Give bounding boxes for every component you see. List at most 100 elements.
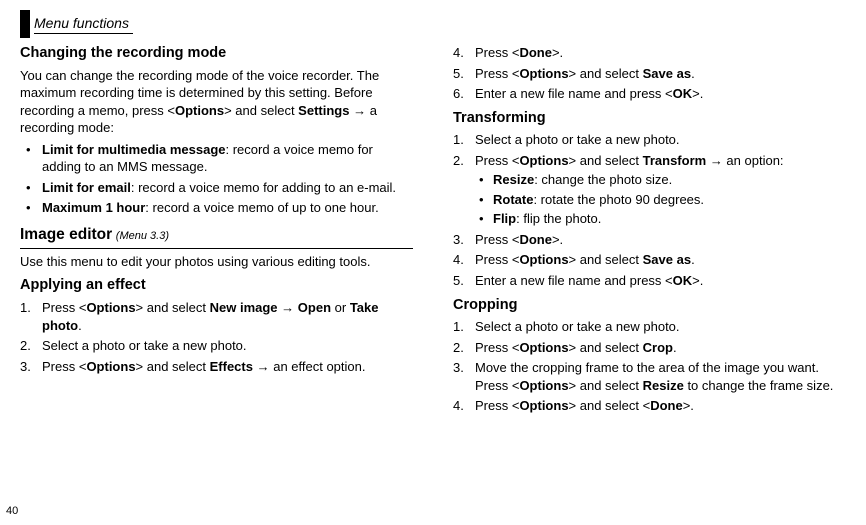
step-num: 3. [453,359,464,377]
list-item: Maximum 1 hour: record a voice memo of u… [20,199,413,217]
text: > and select [569,153,643,168]
text: → an option: [706,153,783,168]
list-item: 6. Enter a new file name and press <OK>. [453,85,846,103]
step-num: 2. [453,339,464,357]
list-item: 4. Press <Done>. [453,44,846,62]
text-ok: OK [673,86,693,101]
text: > and select [569,252,643,267]
heading-transforming: Transforming [453,109,846,129]
text: Select a photo or take a new photo. [475,319,680,334]
step-num: 4. [453,397,464,415]
text: >. [692,273,703,288]
list-item: 3. Move the cropping frame to the area o… [453,359,846,394]
list-item: 5. Enter a new file name and press <OK>. [453,272,846,290]
page-number: 40 [6,504,18,519]
heading-cropping: Cropping [453,296,846,316]
text: . [78,318,82,333]
text: > and select [569,378,643,393]
right-column: 4. Press <Done>. 5. Press <Options> and … [453,44,846,418]
text: > and select [224,103,298,118]
text-resize: Resize [643,378,684,393]
list-item: Rotate: rotate the photo 90 degrees. [475,191,846,209]
list-item: 4. Press <Options> and select <Done>. [453,397,846,415]
text-new-image: New image [210,300,278,315]
recording-mode-list: Limit for multimedia message : record a v… [20,141,413,217]
text-done: Done [519,232,552,247]
text: Press < [475,340,519,355]
applying-effect-steps: 1. Press <Options> and select New image … [20,299,413,375]
menu-ref: (Menu 3.3) [116,230,169,242]
text-options: Options [86,300,135,315]
header-title: Menu functions [34,14,133,34]
list-item: 2. Select a photo or take a new photo. [20,337,413,355]
step-num: 3. [20,358,31,376]
step-num: 2. [20,337,31,355]
step-num: 3. [453,231,464,249]
text: Press < [475,45,519,60]
text-limit-email: Limit for email [42,180,131,195]
text: >. [552,232,563,247]
text-save-as: Save as [643,252,691,267]
step-num: 2. [453,152,464,170]
text-resize: Resize [493,172,534,187]
text: Enter a new file name and press < [475,273,673,288]
text: > and select < [569,398,651,413]
text: Select a photo or take a new photo. [42,338,247,353]
text-done: Done [650,398,683,413]
text: to change the frame size. [684,378,834,393]
list-item: Flip: flip the photo. [475,210,846,228]
text: > and select [569,66,643,81]
list-item: 1. Press <Options> and select New image … [20,299,413,334]
text-transform: Transform [643,153,707,168]
text: . [691,252,695,267]
step-num: 6. [453,85,464,103]
list-item: 3. Press <Options> and select Effects → … [20,358,413,376]
text-options: Options [519,378,568,393]
list-item: 1. Select a photo or take a new photo. [453,318,846,336]
text-max-hour: Maximum 1 hour [42,200,145,215]
text: Press < [475,252,519,267]
content-columns: Changing the recording mode You can chan… [20,44,846,418]
text: . [691,66,695,81]
text-settings: Settings [298,103,349,118]
section-image-editor: Image editor (Menu 3.3) [20,225,413,246]
text: → an effect option. [253,359,366,374]
text-ok: OK [673,273,693,288]
transform-options: Resize: change the photo size. Rotate: r… [475,171,846,228]
section-intro: Use this menu to edit your photos using … [20,253,413,271]
left-column: Changing the recording mode You can chan… [20,44,413,418]
text: : rotate the photo 90 degrees. [533,192,704,207]
text: : change the photo size. [534,172,672,187]
text: >. [692,86,703,101]
text-options: Options [519,252,568,267]
text: . [673,340,677,355]
step-num: 1. [453,318,464,336]
text-done: Done [519,45,552,60]
text-options: Options [86,359,135,374]
text: : record a voice memo of up to one hour. [145,200,378,215]
list-item: 2. Press <Options> and select Transform … [453,152,846,228]
text-open: Open [298,300,331,315]
list-item: Limit for email: record a voice memo for… [20,179,413,197]
text-save-as: Save as [643,66,691,81]
step-num: 4. [453,251,464,269]
list-item: 5. Press <Options> and select Save as. [453,65,846,83]
text: Press < [475,153,519,168]
list-item: Limit for multimedia message: record a v… [20,141,413,176]
text: : flip the photo. [516,211,601,226]
text: → [278,300,298,315]
list-item: 1. Select a photo or take a new photo. [453,131,846,149]
list-item: Resize: change the photo size. [475,171,846,189]
text-flip: Flip [493,211,516,226]
step-num: 1. [453,131,464,149]
step-num: 5. [453,65,464,83]
text-options: Options [519,66,568,81]
text: : record a voice memo for adding to an e… [131,180,396,195]
list-item: 2. Press <Options> and select Crop. [453,339,846,357]
section-rule [20,248,413,249]
text: Press < [42,300,86,315]
section-title: Image editor [20,226,112,243]
text-crop: Crop [643,340,673,355]
text-limit-mms: Limit for multimedia message [42,142,226,157]
text-options: Options [175,103,224,118]
